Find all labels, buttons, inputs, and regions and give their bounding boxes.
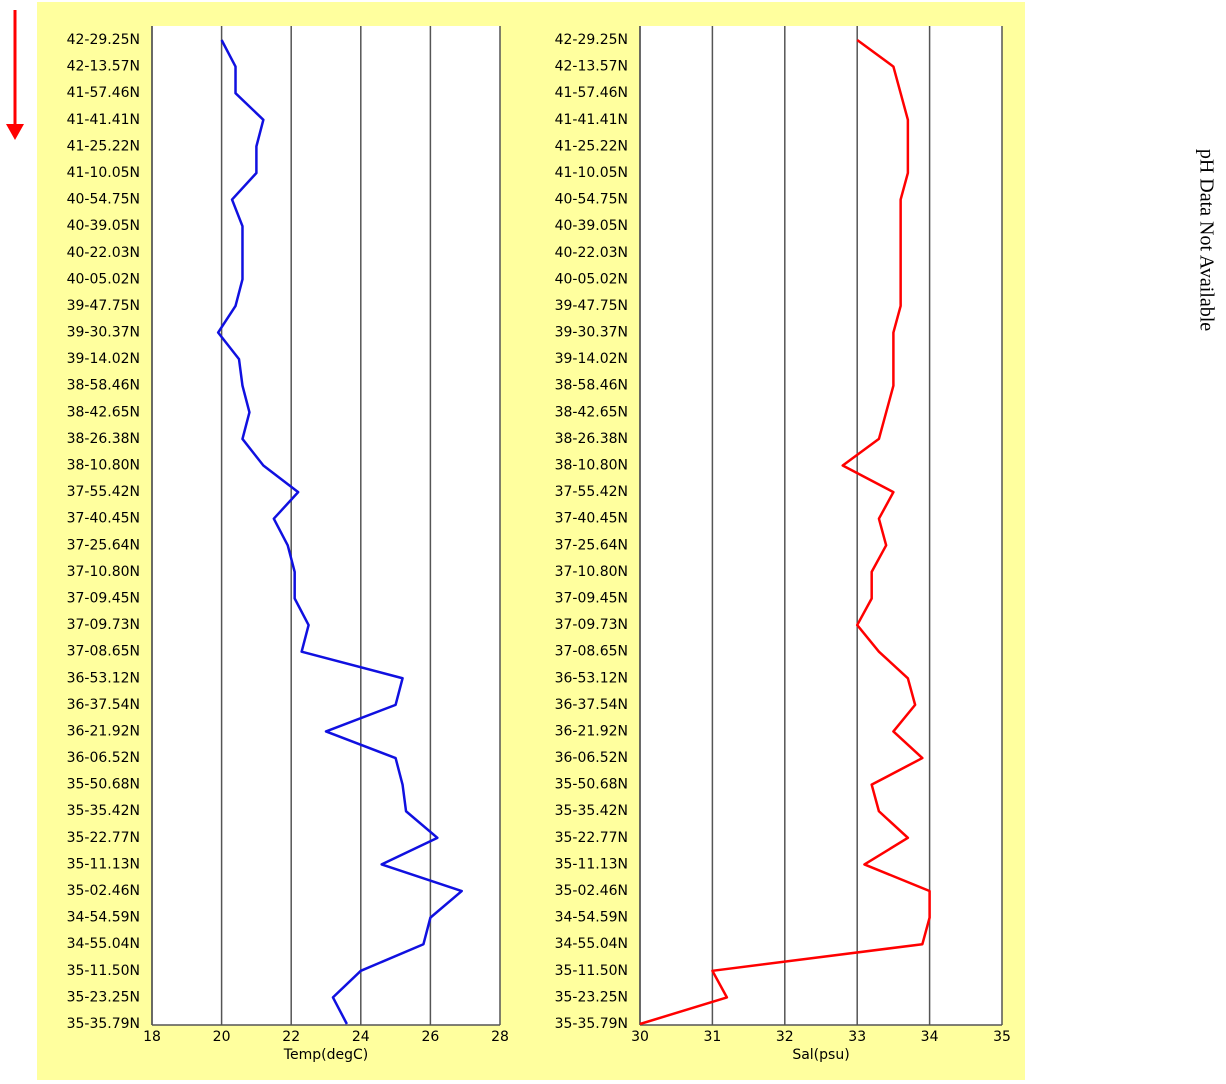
plot-area: [640, 26, 1002, 1025]
y-tick-label: 36-53.12N: [67, 670, 140, 686]
x-tick-label: 33: [848, 1029, 866, 1045]
y-tick-label: 38-58.46N: [555, 378, 628, 394]
y-tick-label: 40-39.05N: [67, 218, 140, 234]
data-line: [216, 39, 463, 1025]
y-tick-label: 42-29.25N: [555, 32, 628, 48]
y-tick-label: 37-10.80N: [555, 564, 628, 580]
y-tick-label: 40-54.75N: [67, 192, 140, 208]
y-tick-label: 37-09.73N: [67, 617, 140, 633]
y-tick-label: 40-54.75N: [555, 192, 628, 208]
arrow-head: [6, 124, 24, 140]
y-tick-label: 38-10.80N: [555, 458, 628, 474]
x-tick-label: 30: [631, 1029, 649, 1045]
y-tick-label: 34-54.59N: [67, 910, 140, 926]
y-tick-label: 38-26.38N: [555, 431, 628, 447]
y-tick-label: 35-22.77N: [555, 830, 628, 846]
y-tick-label: 39-14.02N: [555, 351, 628, 367]
y-tick-label: 37-09.45N: [67, 590, 140, 606]
y-tick-label: 34-55.04N: [555, 936, 628, 952]
y-tick-label: 36-37.54N: [555, 697, 628, 713]
y-tick-label: 40-39.05N: [555, 218, 628, 234]
y-tick-label: 35-22.77N: [67, 830, 140, 846]
data-line: [639, 38, 931, 1026]
y-tick-label: 35-50.68N: [555, 777, 628, 793]
y-tick-label: 35-11.13N: [67, 856, 140, 872]
plot-area: [152, 26, 500, 1025]
y-tick-label: 39-30.37N: [67, 325, 140, 341]
y-tick-label: 34-54.59N: [555, 910, 628, 926]
y-tick-label: 41-57.46N: [555, 85, 628, 101]
y-tick-label: 37-25.64N: [555, 537, 628, 553]
y-tick-label: 37-09.45N: [555, 590, 628, 606]
y-tick-label: 35-35.42N: [555, 803, 628, 819]
x-tick-label: 26: [421, 1029, 439, 1045]
y-tick-label: 35-11.13N: [555, 856, 628, 872]
y-tick-label: 36-37.54N: [67, 697, 140, 713]
y-tick-label: 37-40.45N: [555, 511, 628, 527]
x-tick-label: 35: [993, 1029, 1011, 1045]
y-tick-label: 37-09.73N: [555, 617, 628, 633]
x-tick-label: 20: [213, 1029, 231, 1045]
y-tick-label: 35-23.25N: [67, 989, 140, 1005]
y-tick-label: 41-41.41N: [67, 112, 140, 128]
note: pH Data Not Available: [1195, 149, 1217, 331]
y-tick-label: 41-25.22N: [555, 138, 628, 154]
y-tick-label: 38-26.38N: [67, 431, 140, 447]
y-tick-label: 37-55.42N: [67, 484, 140, 500]
y-tick-label: 40-05.02N: [555, 271, 628, 287]
y-tick-label: 38-42.65N: [67, 404, 140, 420]
y-tick-label: 41-10.05N: [67, 165, 140, 181]
y-tick-label: 41-25.22N: [67, 138, 140, 154]
y-tick-label: 36-21.92N: [67, 723, 140, 739]
y-tick-label: 37-10.80N: [67, 564, 140, 580]
y-tick-label: 39-47.75N: [67, 298, 140, 314]
x-axis-label: Sal(psu): [792, 1047, 849, 1063]
x-tick-label: 22: [282, 1029, 300, 1045]
y-tick-label: 37-25.64N: [67, 537, 140, 553]
x-axis-label: Temp(degC): [283, 1047, 368, 1063]
y-tick-label: 35-11.50N: [67, 963, 140, 979]
y-tick-label: 40-05.02N: [67, 271, 140, 287]
y-tick-label: 37-55.42N: [555, 484, 628, 500]
y-tick-label: 39-30.37N: [555, 325, 628, 341]
x-tick-label: 31: [703, 1029, 721, 1045]
x-tick-label: 18: [143, 1029, 161, 1045]
x-tick-label: 34: [921, 1029, 939, 1045]
y-tick-label: 35-02.46N: [555, 883, 628, 899]
y-tick-label: 35-35.42N: [67, 803, 140, 819]
y-tick-label: 36-53.12N: [555, 670, 628, 686]
y-tick-label: 42-13.57N: [67, 59, 140, 75]
y-tick-label: 42-13.57N: [555, 59, 628, 75]
y-tick-label: 38-42.65N: [555, 404, 628, 420]
y-tick-label: 35-35.79N: [555, 1016, 628, 1032]
y-tick-label: 39-14.02N: [67, 351, 140, 367]
x-tick-label: 32: [776, 1029, 794, 1045]
y-tick-label: 35-50.68N: [67, 777, 140, 793]
y-tick-label: 35-02.46N: [67, 883, 140, 899]
x-tick-label: 24: [352, 1029, 370, 1045]
y-tick-label: 35-11.50N: [555, 963, 628, 979]
y-tick-label: 37-40.45N: [67, 511, 140, 527]
y-tick-label: 35-23.25N: [555, 989, 628, 1005]
y-tick-label: 42-29.25N: [67, 32, 140, 48]
y-tick-label: 36-06.52N: [555, 750, 628, 766]
y-tick-label: 38-10.80N: [67, 458, 140, 474]
y-tick-label: 34-55.04N: [67, 936, 140, 952]
x-tick-label: 28: [491, 1029, 509, 1045]
y-tick-label: 36-21.92N: [555, 723, 628, 739]
y-tick-label: 38-58.46N: [67, 378, 140, 394]
y-tick-label: 35-35.79N: [67, 1016, 140, 1032]
y-tick-label: 41-41.41N: [555, 112, 628, 128]
y-tick-label: 41-10.05N: [555, 165, 628, 181]
y-tick-label: 37-08.65N: [67, 644, 140, 660]
y-tick-label: 41-57.46N: [67, 85, 140, 101]
y-tick-label: 39-47.75N: [555, 298, 628, 314]
y-tick-label: 37-08.65N: [555, 644, 628, 660]
y-tick-label: 36-06.52N: [67, 750, 140, 766]
y-tick-label: 40-22.03N: [555, 245, 628, 261]
y-tick-label: 40-22.03N: [67, 245, 140, 261]
